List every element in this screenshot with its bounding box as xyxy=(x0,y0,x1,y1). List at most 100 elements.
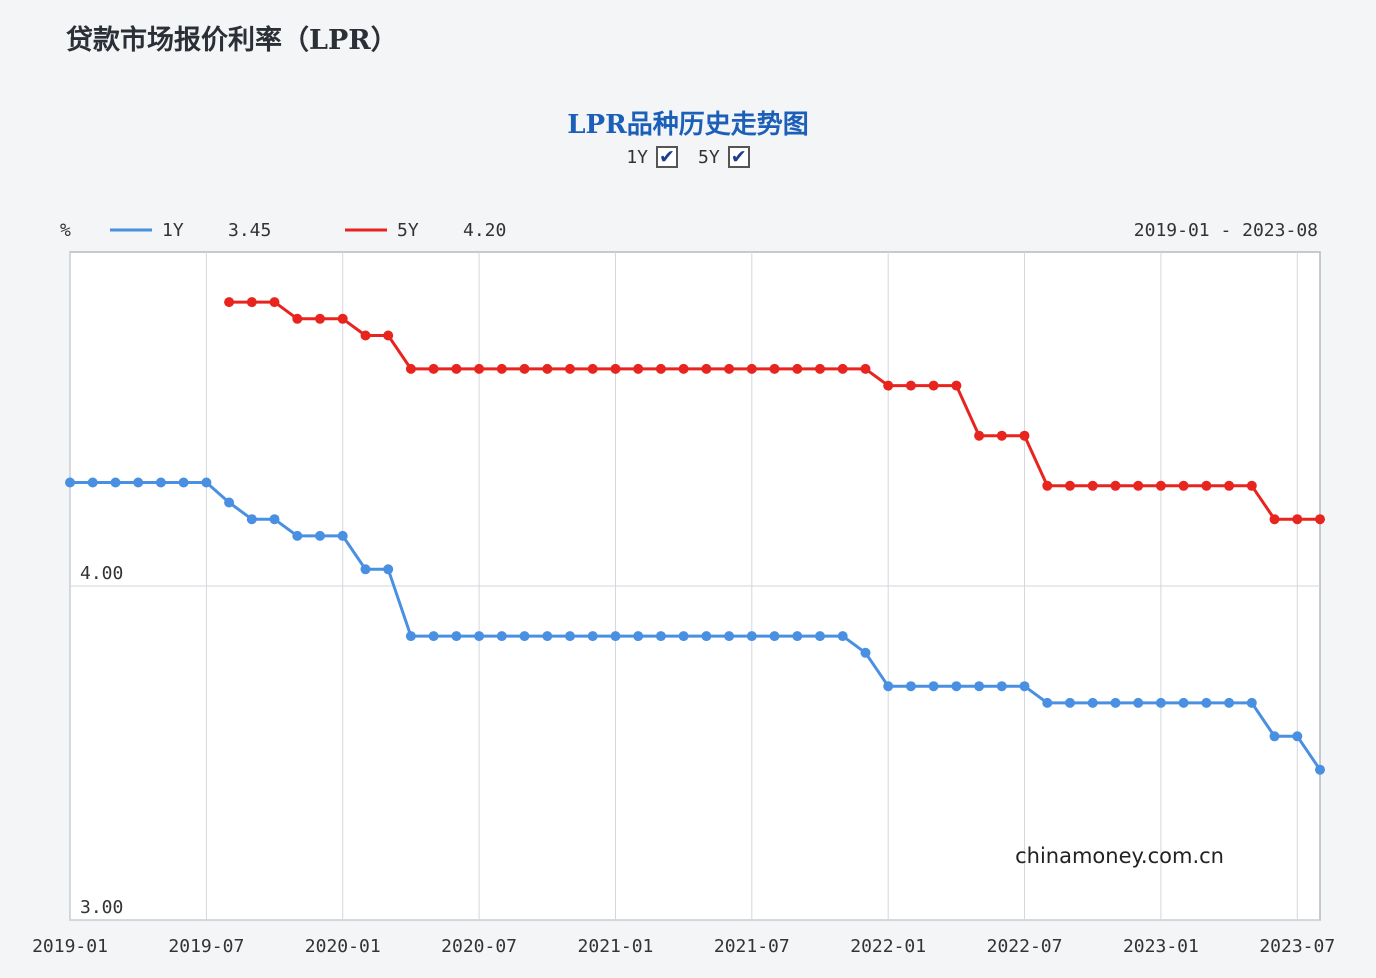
data-point-1y[interactable] xyxy=(337,530,348,541)
data-point-1y[interactable] xyxy=(1087,697,1098,708)
data-point-5y[interactable] xyxy=(769,363,780,374)
data-point-1y[interactable] xyxy=(383,564,394,575)
data-point-1y[interactable] xyxy=(315,530,325,541)
data-point-1y[interactable] xyxy=(883,681,894,692)
data-point-1y[interactable] xyxy=(178,477,189,488)
data-point-1y[interactable] xyxy=(1178,697,1189,708)
data-point-5y[interactable] xyxy=(746,363,757,374)
data-point-5y[interactable] xyxy=(360,330,371,341)
data-point-5y[interactable] xyxy=(1315,514,1325,525)
data-point-5y[interactable] xyxy=(587,363,598,374)
data-point-5y[interactable] xyxy=(860,363,871,374)
data-point-5y[interactable] xyxy=(655,363,666,374)
data-point-5y[interactable] xyxy=(678,363,689,374)
data-point-5y[interactable] xyxy=(837,363,848,374)
data-point-1y[interactable] xyxy=(678,631,689,642)
data-point-5y[interactable] xyxy=(701,363,712,374)
data-point-1y[interactable] xyxy=(565,631,575,642)
data-point-1y[interactable] xyxy=(1201,697,1212,708)
data-point-1y[interactable] xyxy=(905,681,916,692)
data-point-5y[interactable] xyxy=(496,363,507,374)
data-point-1y[interactable] xyxy=(360,564,371,575)
data-point-1y[interactable] xyxy=(474,631,485,642)
data-point-5y[interactable] xyxy=(792,363,803,374)
data-point-1y[interactable] xyxy=(87,477,98,488)
data-point-1y[interactable] xyxy=(610,631,621,642)
data-point-1y[interactable] xyxy=(996,681,1007,692)
data-point-5y[interactable] xyxy=(974,430,985,441)
data-point-1y[interactable] xyxy=(1246,697,1257,708)
data-point-1y[interactable] xyxy=(428,631,439,642)
data-point-5y[interactable] xyxy=(315,313,325,324)
data-point-5y[interactable] xyxy=(610,363,621,374)
data-point-1y[interactable] xyxy=(65,477,75,488)
data-point-5y[interactable] xyxy=(815,363,825,374)
toggle-1y[interactable]: 1Y ✔ xyxy=(626,146,678,168)
data-point-5y[interactable] xyxy=(1292,514,1303,525)
data-point-1y[interactable] xyxy=(746,631,757,642)
data-point-5y[interactable] xyxy=(883,380,894,391)
data-point-1y[interactable] xyxy=(269,514,280,525)
data-point-1y[interactable] xyxy=(405,631,416,642)
data-point-1y[interactable] xyxy=(519,631,530,642)
data-point-5y[interactable] xyxy=(1110,480,1121,491)
data-point-5y[interactable] xyxy=(224,297,235,308)
data-point-1y[interactable] xyxy=(201,477,212,488)
toggle-5y[interactable]: 5Y ✔ xyxy=(698,146,750,168)
data-point-5y[interactable] xyxy=(451,363,462,374)
data-point-1y[interactable] xyxy=(928,681,939,692)
data-point-5y[interactable] xyxy=(383,330,394,341)
data-point-5y[interactable] xyxy=(1269,514,1280,525)
data-point-1y[interactable] xyxy=(542,631,553,642)
data-point-5y[interactable] xyxy=(1019,430,1030,441)
data-point-5y[interactable] xyxy=(951,380,962,391)
data-point-1y[interactable] xyxy=(110,477,121,488)
data-point-1y[interactable] xyxy=(1315,764,1325,775)
data-point-5y[interactable] xyxy=(269,297,280,308)
data-point-1y[interactable] xyxy=(633,631,644,642)
data-point-5y[interactable] xyxy=(292,313,303,324)
data-point-1y[interactable] xyxy=(1133,697,1144,708)
data-point-5y[interactable] xyxy=(1087,480,1098,491)
data-point-1y[interactable] xyxy=(655,631,666,642)
data-point-5y[interactable] xyxy=(1042,480,1053,491)
data-point-5y[interactable] xyxy=(1201,480,1212,491)
data-point-5y[interactable] xyxy=(1133,480,1144,491)
data-point-1y[interactable] xyxy=(246,514,257,525)
data-point-1y[interactable] xyxy=(815,631,825,642)
data-point-5y[interactable] xyxy=(405,363,416,374)
data-point-1y[interactable] xyxy=(496,631,507,642)
data-point-5y[interactable] xyxy=(428,363,439,374)
data-point-1y[interactable] xyxy=(292,530,303,541)
data-point-1y[interactable] xyxy=(224,497,235,508)
data-point-1y[interactable] xyxy=(860,647,871,658)
data-point-5y[interactable] xyxy=(565,363,575,374)
data-point-5y[interactable] xyxy=(1224,480,1235,491)
data-point-1y[interactable] xyxy=(1110,697,1121,708)
data-point-5y[interactable] xyxy=(337,313,348,324)
data-point-1y[interactable] xyxy=(1224,697,1235,708)
data-point-1y[interactable] xyxy=(1292,731,1303,742)
data-point-5y[interactable] xyxy=(1155,480,1166,491)
data-point-5y[interactable] xyxy=(1246,480,1257,491)
data-point-5y[interactable] xyxy=(1065,480,1075,491)
data-point-1y[interactable] xyxy=(587,631,598,642)
data-point-1y[interactable] xyxy=(701,631,712,642)
data-point-1y[interactable] xyxy=(1019,681,1030,692)
data-point-5y[interactable] xyxy=(519,363,530,374)
data-point-5y[interactable] xyxy=(474,363,485,374)
data-point-5y[interactable] xyxy=(928,380,939,391)
data-point-5y[interactable] xyxy=(542,363,553,374)
data-point-5y[interactable] xyxy=(633,363,644,374)
data-point-1y[interactable] xyxy=(1042,697,1053,708)
data-point-1y[interactable] xyxy=(724,631,735,642)
data-point-1y[interactable] xyxy=(155,477,166,488)
checkbox-5y[interactable]: ✔ xyxy=(727,146,750,168)
data-point-5y[interactable] xyxy=(1178,480,1189,491)
data-point-1y[interactable] xyxy=(451,631,462,642)
data-point-1y[interactable] xyxy=(133,477,144,488)
data-point-1y[interactable] xyxy=(1065,697,1075,708)
data-point-5y[interactable] xyxy=(246,297,257,308)
data-point-1y[interactable] xyxy=(1269,731,1280,742)
data-point-5y[interactable] xyxy=(724,363,735,374)
